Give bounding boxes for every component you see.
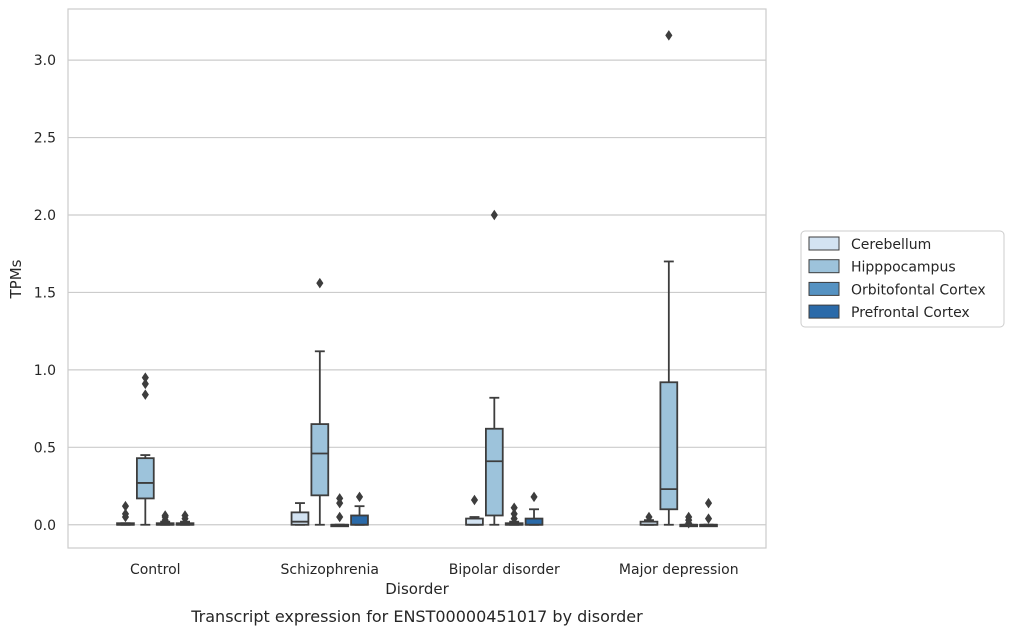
legend: Cerebellum Hipppocampus Orbitofontal Corte… [800,230,1005,328]
box-cerebellum [465,494,484,526]
box-orbitofontal-cortex [155,510,175,526]
box-hipppocampus [136,372,155,526]
x-axis-title: Disorder [385,580,449,598]
outlier-point [704,513,713,524]
outlier-point [141,378,149,390]
box-orbitofontal-cortex [330,493,349,528]
box-iqr [290,511,310,526]
outlier-point [704,497,713,509]
box-iqr [485,427,504,517]
y-axis-ticks: 0.0 0.5 1.0 1.5 2.0 2.5 3.0 [34,53,56,534]
box-hipppocampus [310,277,330,526]
outlier-point [181,510,189,521]
legend-label: Prefrontal Cortex [851,305,970,321]
box-iqr [659,381,679,511]
y-tick-label: 2.0 [34,208,56,224]
box-iqr [136,457,155,500]
legend-label: Cerebellum [851,237,931,253]
box-iqr [524,517,544,526]
box-iqr [465,517,484,526]
x-axis-ticks: Control Schizophrenia Bipolar disorder Majo… [130,562,739,578]
y-tick-label: 0.5 [34,440,56,456]
outlier-point [336,493,344,504]
outlier-point [355,491,364,503]
outlier-point [510,502,518,513]
outlier-point [510,508,518,520]
box-prefrontal-cortex [175,510,195,526]
outlier-point [530,491,538,503]
box-prefrontal-cortex [350,491,369,526]
outlier-point [121,500,130,512]
outlier-point [685,511,693,523]
plot-boxes [116,30,718,529]
y-tick-label: 1.5 [34,285,56,301]
legend-swatch [808,281,840,296]
box-hipppocampus [485,209,504,526]
outlier-point [141,372,149,383]
outlier-point [336,511,344,523]
outlier-point [490,209,498,221]
box-orbitofontal-cortex [679,511,698,529]
x-tick-label: Schizophrenia [281,562,379,578]
outlier-point [645,511,653,523]
legend-swatch [808,236,840,251]
box-orbitofontal-cortex [504,502,524,526]
outlier-point [665,30,673,41]
box-cerebellum [290,502,310,526]
y-tick-label: 3.0 [34,53,56,69]
legend-swatch [808,304,840,319]
y-tick-label: 1.0 [34,363,56,379]
x-tick-label: Control [130,562,181,578]
box-prefrontal-cortex [524,491,544,526]
outlier-point [141,389,149,400]
outlier-point [161,510,169,521]
plot-frame [67,8,767,549]
box-prefrontal-cortex [699,497,718,528]
y-tick-label: 0.0 [34,518,56,534]
legend-swatch [808,259,840,274]
y-axis-title: TPMs [7,259,25,299]
box-iqr [350,514,369,526]
outlier-point [316,277,324,289]
x-tick-label: Major depression [619,562,739,578]
box-hipppocampus [659,30,679,526]
gridlines [68,59,766,526]
box-cerebellum [116,500,135,526]
legend-label: Orbitofontal Cortex [851,282,986,298]
box-iqr [310,423,330,497]
chart-caption: Transcript expression for ENST0000045101… [190,607,643,626]
legend-frame [800,230,1005,328]
legend-label: Hipppocampus [851,260,956,276]
x-tick-label: Bipolar disorder [449,562,560,578]
outlier-point [121,508,130,520]
box-cerebellum [639,511,659,526]
outlier-point [470,494,479,506]
y-tick-label: 2.5 [34,131,56,147]
